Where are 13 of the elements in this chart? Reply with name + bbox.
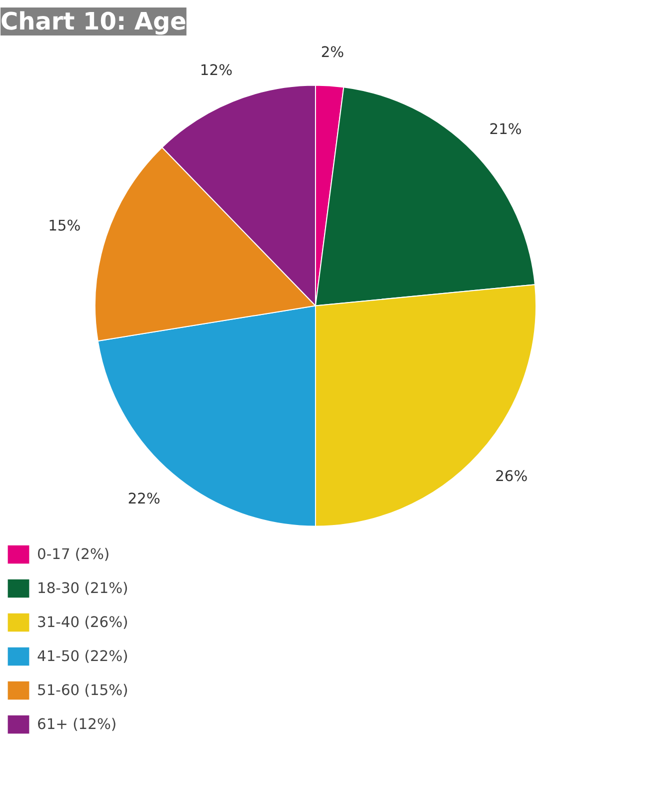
- legend-label: 41-50 (22%): [37, 648, 128, 664]
- chart-title: Chart 10: Age: [0, 8, 186, 36]
- legend-label: 51-60 (15%): [37, 682, 128, 698]
- data-label: 22%: [128, 490, 160, 508]
- data-label: 2%: [320, 44, 344, 62]
- data-label: 15%: [48, 217, 81, 234]
- data-label: 21%: [489, 120, 522, 138]
- legend-label: 61+ (12%): [37, 716, 117, 732]
- legend-label: 0-17 (2%): [37, 546, 110, 562]
- data-label: 12%: [200, 62, 233, 80]
- legend-label: 18-30 (21%): [37, 580, 128, 596]
- data-label: 26%: [495, 468, 528, 485]
- legend-label: 31-40 (26%): [37, 614, 128, 630]
